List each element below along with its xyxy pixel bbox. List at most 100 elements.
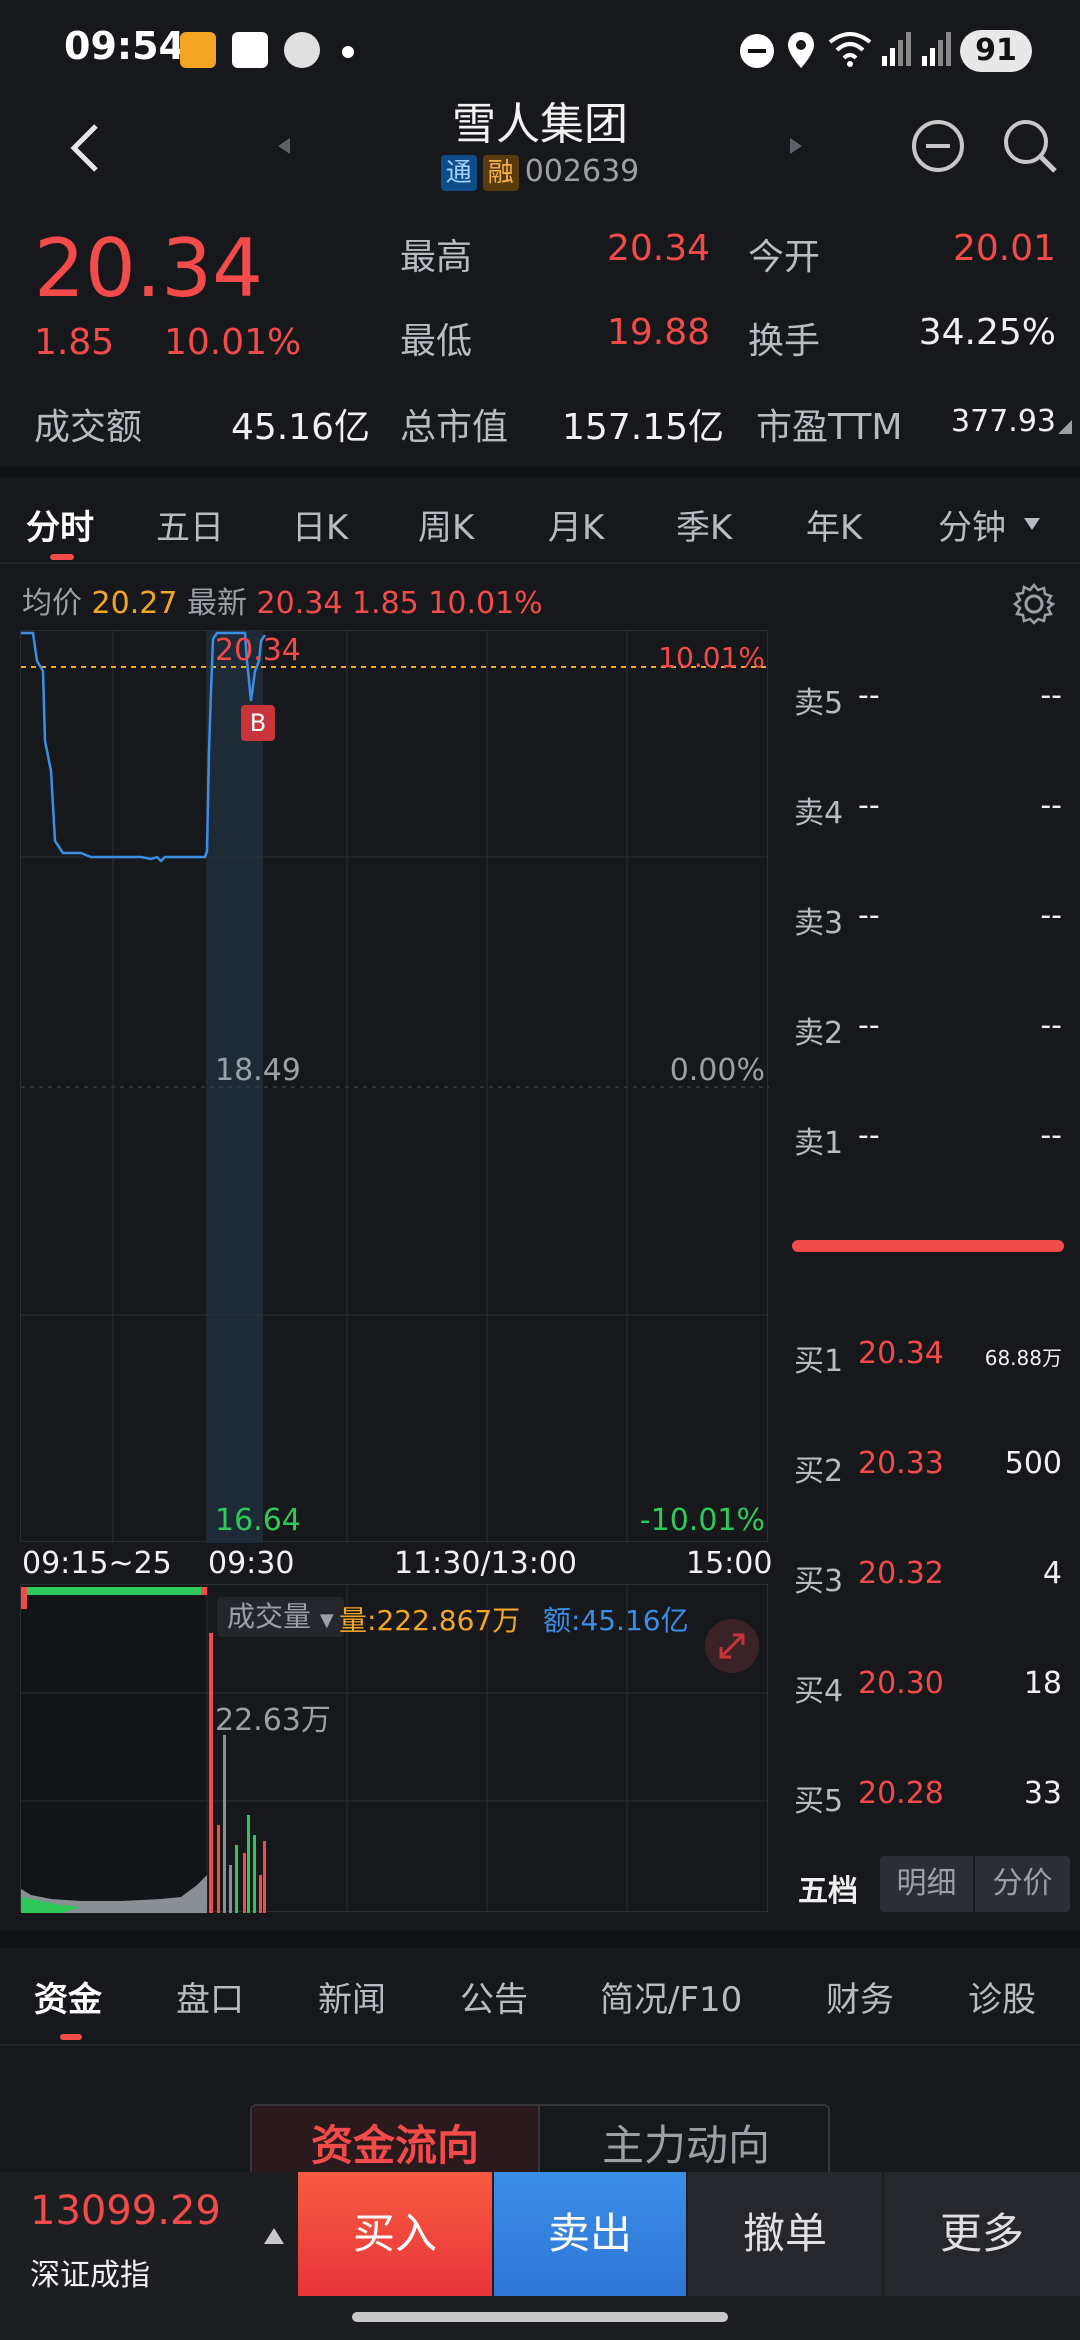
y-label-top-pct: 10.01% [658, 641, 765, 674]
index-value[interactable]: 13099.29 [30, 2188, 221, 2234]
y-label-bottom-pct: -10.01% [639, 1503, 765, 1538]
tab-detail[interactable]: 明细 [880, 1856, 975, 1912]
dnd-icon [740, 34, 774, 68]
wifi-icon [828, 32, 872, 67]
buy-button[interactable]: 买入 [298, 2172, 492, 2296]
tab-fund-flow[interactable]: 资金流向 [252, 2106, 540, 2182]
index-name[interactable]: 深证成指 [30, 2258, 150, 2293]
price-line [21, 631, 267, 863]
tab-minute[interactable]: 分钟 [938, 508, 1006, 548]
tab-quarterly-k[interactable]: 季K [676, 508, 733, 548]
expand-corner-icon[interactable] [1058, 420, 1072, 434]
tab-main-force[interactable]: 主力动向 [601, 2121, 770, 2170]
app-notification-icon [180, 32, 216, 68]
fullscreen-button[interactable] [705, 1619, 759, 1673]
amount-label: 成交额 [34, 407, 143, 448]
intraday-chart-svg [21, 631, 769, 1543]
x-label: 11:30/13:00 [394, 1546, 578, 1581]
more-button[interactable]: 更多 [884, 2172, 1080, 2296]
ask-label: 卖5 [794, 686, 844, 721]
tab-five-level[interactable]: 五档 [798, 1874, 858, 1909]
bid-label: 买1 [794, 1344, 844, 1379]
x-label: 09:15~25 [22, 1546, 172, 1581]
next-stock-icon[interactable] [788, 136, 804, 156]
chevron-up-icon[interactable] [264, 2228, 284, 2244]
bid-label: 买5 [794, 1784, 844, 1819]
tab-intraday[interactable]: 分时 [26, 508, 94, 548]
order-book-subtabs: 明细 分价 [880, 1856, 1070, 1912]
bid-vol: 500 [1004, 1446, 1062, 1481]
sell-button[interactable]: 卖出 [494, 2172, 686, 2296]
status-time: 09:54 [64, 24, 185, 68]
low-value: 19.88 [606, 312, 710, 353]
low-label: 最低 [400, 321, 473, 362]
bid-price: 20.32 [858, 1556, 944, 1591]
chevron-down-icon[interactable] [1024, 518, 1040, 530]
tab-price-dist[interactable]: 分价 [992, 1866, 1053, 1901]
bid-label: 买4 [794, 1674, 844, 1709]
price-change-pct: 10.01% [164, 322, 302, 363]
tag-tong: 通 [440, 154, 477, 191]
ask-label: 卖4 [794, 796, 844, 831]
stock-name: 雪人集团 [452, 99, 628, 150]
tab-diagnosis[interactable]: 诊股 [968, 1980, 1036, 2020]
home-indicator[interactable] [352, 2312, 728, 2322]
y-label-bottom-price: 16.64 [215, 1503, 301, 1538]
volume-chart[interactable]: 成交量 ▼ 量:222.867万 额:45.16亿 22.63万 [20, 1584, 769, 1913]
tab-order-flow[interactable]: 盘口 [176, 1980, 244, 2020]
turnover-label: 换手 [748, 321, 821, 362]
bid-label: 买2 [794, 1454, 844, 1489]
ask-price: -- [858, 1008, 880, 1043]
bid-vol: 68.88万 [984, 1346, 1062, 1370]
tab-indicator [50, 554, 74, 560]
amt-value: 45.16亿 [580, 1604, 689, 1637]
divider [0, 466, 1080, 478]
remove-watchlist-icon[interactable] [910, 118, 966, 174]
latest-value: 20.34 1.85 10.01% [256, 586, 543, 621]
back-icon[interactable] [66, 122, 102, 174]
search-icon[interactable] [1000, 116, 1060, 176]
ask-price: -- [858, 678, 880, 713]
ask-price: -- [858, 1118, 880, 1153]
tab-five-day[interactable]: 五日 [156, 508, 224, 548]
dot-icon [342, 46, 354, 58]
prev-stock-icon[interactable] [276, 136, 292, 156]
volume-indicator-select[interactable]: 成交量 ▼ [217, 1597, 344, 1637]
mktcap-value: 157.15亿 [562, 407, 724, 448]
x-label: 09:30 [208, 1546, 295, 1581]
chat-icon [284, 32, 320, 68]
gear-icon[interactable] [1012, 582, 1056, 626]
tab-financials[interactable]: 财务 [826, 1980, 894, 2020]
tab-yearly-k[interactable]: 年K [806, 508, 863, 548]
session-highlight [207, 631, 263, 1543]
tab-profile[interactable]: 简况/F10 [600, 1980, 743, 2020]
order-book: 卖5 -- -- 卖4 -- -- 卖3 -- -- 卖2 -- -- 卖1 -… [788, 630, 1080, 1930]
ask-vol: -- [1040, 898, 1062, 933]
ask-vol: -- [1040, 1008, 1062, 1043]
ask-label: 卖3 [794, 906, 844, 941]
ask-price: -- [858, 788, 880, 823]
stock-code-row: 通融 002639 [0, 154, 1080, 191]
tab-announcements[interactable]: 公告 [460, 1980, 528, 2020]
tab-indicator [60, 2034, 82, 2040]
signal-icon [922, 32, 951, 66]
pe-label: 市盈TTM [756, 407, 903, 448]
tab-daily-k[interactable]: 日K [292, 508, 349, 548]
high-value: 20.34 [606, 228, 710, 269]
tab-monthly-k[interactable]: 月K [548, 508, 605, 548]
bid-vol: 18 [1023, 1666, 1062, 1701]
open-label: 今开 [748, 237, 821, 278]
turnover-value: 34.25% [918, 312, 1056, 353]
buy-marker[interactable]: B [241, 705, 275, 741]
bid-price: 20.28 [858, 1776, 944, 1811]
amt-label: 额: [543, 1604, 581, 1637]
cancel-order-button[interactable]: 撤单 [688, 2172, 882, 2296]
fund-segment: 资金流向 主力动向 [250, 2104, 830, 2184]
bid-vol: 4 [1042, 1556, 1062, 1591]
open-value: 20.01 [952, 228, 1056, 269]
tab-news[interactable]: 新闻 [318, 1980, 386, 2020]
mktcap-label: 总市值 [400, 407, 509, 448]
tab-funds[interactable]: 资金 [34, 1980, 102, 2020]
intraday-chart[interactable]: 20.34 10.01% 18.49 0.00% 16.64 -10.01% B [20, 630, 769, 1543]
tab-weekly-k[interactable]: 周K [418, 508, 475, 548]
